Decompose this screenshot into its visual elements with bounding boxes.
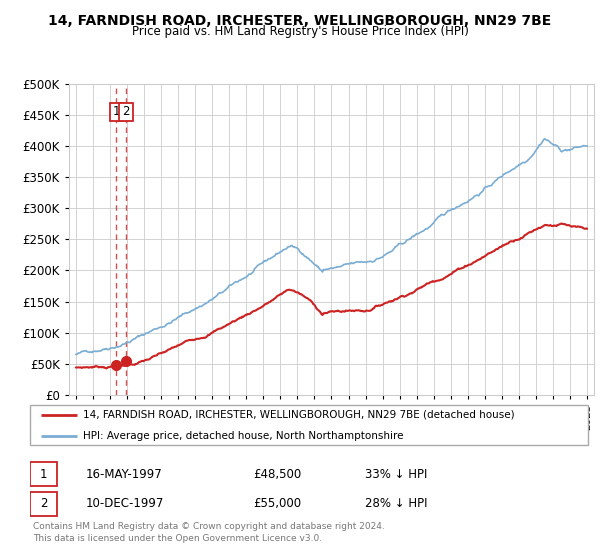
Text: £48,500: £48,500 — [253, 468, 301, 480]
Text: 10-DEC-1997: 10-DEC-1997 — [86, 497, 164, 510]
Text: 16-MAY-1997: 16-MAY-1997 — [86, 468, 163, 480]
Text: Contains HM Land Registry data © Crown copyright and database right 2024.
This d: Contains HM Land Registry data © Crown c… — [33, 522, 385, 543]
Text: 28% ↓ HPI: 28% ↓ HPI — [365, 497, 427, 510]
Text: Price paid vs. HM Land Registry's House Price Index (HPI): Price paid vs. HM Land Registry's House … — [131, 25, 469, 38]
Text: 33% ↓ HPI: 33% ↓ HPI — [365, 468, 427, 480]
Text: 14, FARNDISH ROAD, IRCHESTER, WELLINGBOROUGH, NN29 7BE (detached house): 14, FARNDISH ROAD, IRCHESTER, WELLINGBOR… — [83, 410, 515, 420]
Text: 2: 2 — [122, 105, 130, 119]
FancyBboxPatch shape — [30, 492, 57, 516]
FancyBboxPatch shape — [30, 462, 57, 487]
FancyBboxPatch shape — [30, 405, 588, 445]
Text: 1: 1 — [112, 105, 120, 119]
Text: 1: 1 — [40, 468, 47, 480]
Text: HPI: Average price, detached house, North Northamptonshire: HPI: Average price, detached house, Nort… — [83, 431, 404, 441]
Text: 14, FARNDISH ROAD, IRCHESTER, WELLINGBOROUGH, NN29 7BE: 14, FARNDISH ROAD, IRCHESTER, WELLINGBOR… — [49, 14, 551, 28]
Text: £55,000: £55,000 — [253, 497, 301, 510]
Text: 2: 2 — [40, 497, 47, 510]
